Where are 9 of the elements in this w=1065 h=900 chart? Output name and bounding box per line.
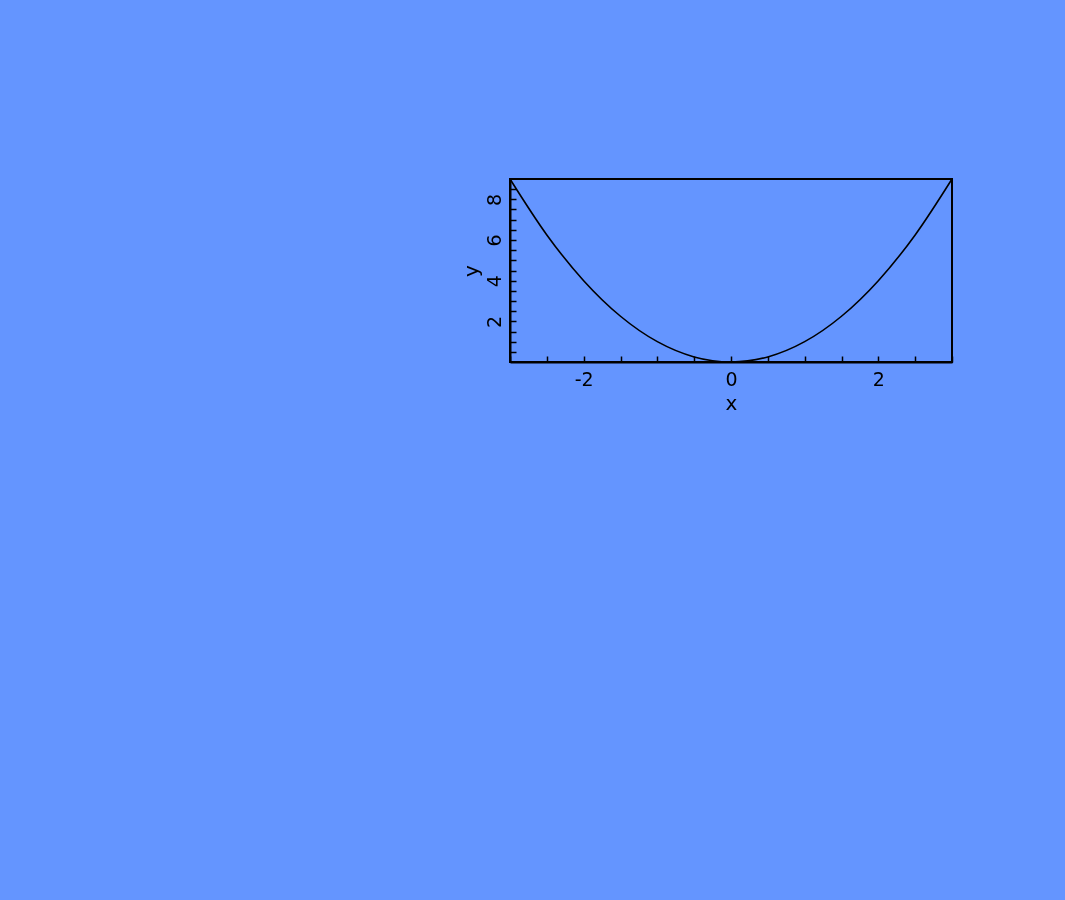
x-tick-label: 2 [872,367,885,390]
y-tick-label: 4 [482,275,505,288]
y-tick-label: 6 [482,234,505,247]
y-axis-title: y [458,264,483,277]
x-axis-title: x [725,390,738,415]
x-tick-label: -2 [574,367,594,390]
x-tick-label: 0 [725,367,738,390]
y-tick-label: 2 [482,315,505,328]
y-tick-label: 8 [482,193,505,206]
